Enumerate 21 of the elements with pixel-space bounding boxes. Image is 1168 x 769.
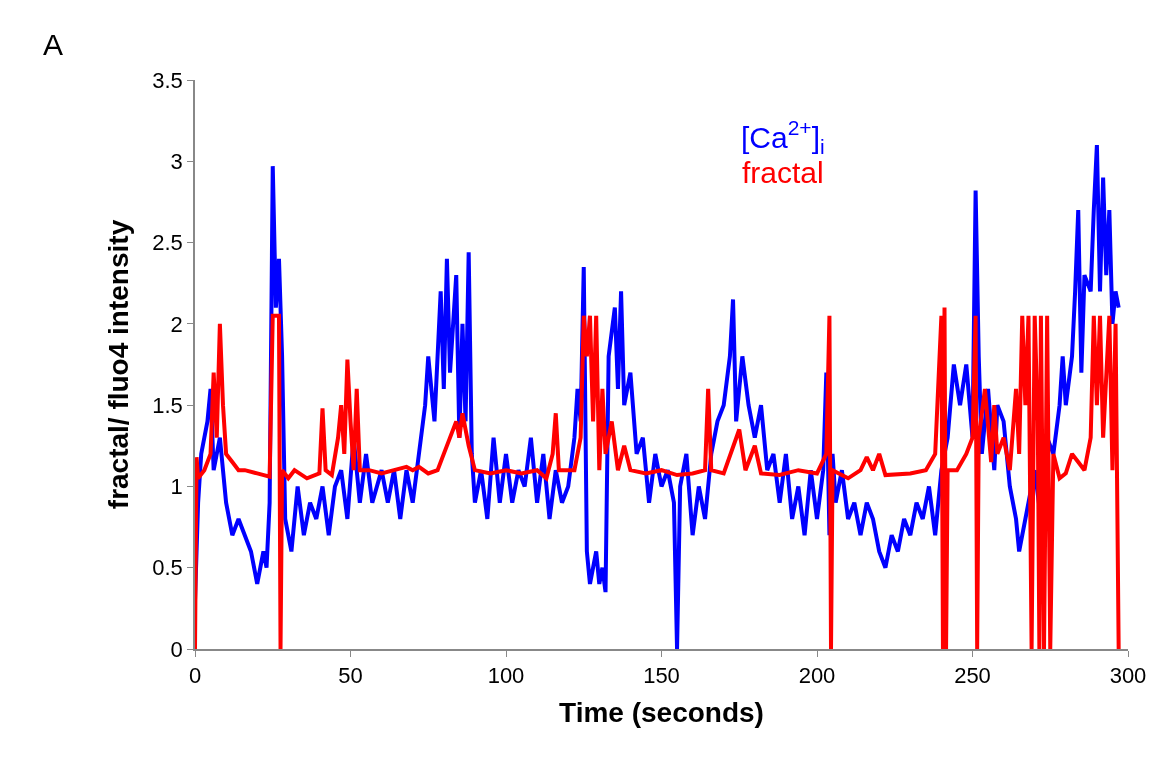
line-series bbox=[195, 305, 1121, 649]
y-tick-label: 2.5 bbox=[152, 230, 183, 256]
y-tick-label: 3 bbox=[170, 148, 183, 174]
text: A bbox=[43, 28, 64, 61]
x-tick-label: 100 bbox=[487, 663, 525, 689]
y-axis-title: fractal/ fluo4 intensity bbox=[103, 219, 135, 510]
x-tick-label: 200 bbox=[798, 663, 836, 689]
y-tick-label: 0 bbox=[170, 636, 183, 662]
x-tick-label: 150 bbox=[643, 663, 680, 689]
text: [Ca$^{2+}$]$_{i}$ bbox=[741, 116, 825, 158]
x-tick-label: 50 bbox=[338, 663, 363, 689]
x-tick-label: 300 bbox=[1109, 663, 1147, 689]
text: fractal bbox=[742, 156, 824, 189]
x-tick-label: 0 bbox=[188, 663, 202, 689]
y-tick-label: 0.5 bbox=[152, 555, 183, 581]
x-axis-title: Time (seconds) bbox=[559, 696, 764, 728]
y-tick-label: 1 bbox=[170, 474, 183, 500]
x-tick-label: 250 bbox=[954, 663, 991, 689]
y-tick-label: 3.5 bbox=[152, 67, 183, 93]
y-tick-label: 1.5 bbox=[152, 392, 183, 418]
y-tick-label: 2 bbox=[170, 311, 183, 337]
